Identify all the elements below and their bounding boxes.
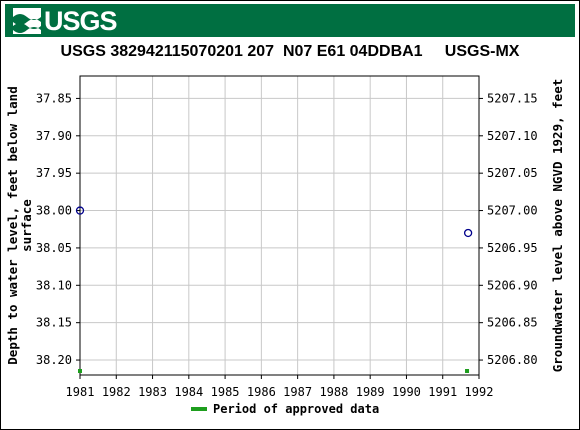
y-right-tick-label: 5206.95 xyxy=(487,241,538,255)
y-left-tick-label: 37.85 xyxy=(36,91,72,105)
y-right-tick-label: 5207.10 xyxy=(487,129,538,143)
x-tick-label: 1983 xyxy=(138,385,167,399)
y-right-tick-label: 5207.00 xyxy=(487,204,538,218)
legend: Period of approved data xyxy=(191,402,379,416)
x-tick-label: 1989 xyxy=(356,385,385,399)
approved-period-marker xyxy=(465,369,470,373)
y-left-tick-label: 38.10 xyxy=(36,278,72,292)
y-left-axis-label: Depth to water level, feet below landsur… xyxy=(5,86,34,364)
legend-label-approved: Period of approved data xyxy=(213,402,380,416)
x-tick-label: 1991 xyxy=(428,385,457,399)
y-left-axis-label-line: Depth to water level, feet below land xyxy=(5,86,20,364)
legend-swatch-approved xyxy=(191,407,207,411)
plot-area xyxy=(80,76,479,375)
plot-border xyxy=(79,75,480,376)
x-tick-label: 1990 xyxy=(392,385,421,399)
x-tick-label: 1984 xyxy=(174,385,203,399)
y-left-tick-label: 38.15 xyxy=(36,316,72,330)
y-right-tick-label: 5207.15 xyxy=(487,91,538,105)
x-tick-label: 1986 xyxy=(247,385,276,399)
y-left-tick-label: 37.90 xyxy=(36,129,72,143)
y-right-tick-label: 5206.90 xyxy=(487,278,538,292)
data-point xyxy=(75,206,85,215)
usgs-header-bar: USGS xyxy=(5,4,575,37)
y-left-tick-label: 38.00 xyxy=(36,204,72,218)
usgs-logo-text: USGS xyxy=(44,5,118,36)
usgs-wave-icon xyxy=(13,8,41,34)
y-right-tick-label: 5206.85 xyxy=(487,316,538,330)
x-tick-label: 1988 xyxy=(319,385,348,399)
usgs-logo[interactable]: USGS xyxy=(13,5,118,36)
approved-period-marker xyxy=(78,369,82,373)
data-point xyxy=(463,228,473,238)
y-right-tick-label: 5206.80 xyxy=(487,353,538,367)
x-tick-label: 1981 xyxy=(66,385,95,399)
x-tick-label: 1992 xyxy=(465,385,494,399)
x-tick-label: 1985 xyxy=(211,385,240,399)
y-left-tick-label: 37.95 xyxy=(36,166,72,180)
x-tick-label: 1982 xyxy=(102,385,131,399)
chart-title: USGS 382942115070201 207 N07 E61 04DDBA1… xyxy=(60,43,520,60)
y-right-tick-label: 5207.05 xyxy=(487,166,538,180)
x-tick-label: 1987 xyxy=(283,385,312,399)
y-left-axis-label-line: surface xyxy=(19,199,34,252)
y-left-tick-label: 38.20 xyxy=(36,353,72,367)
y-left-tick-label: 38.05 xyxy=(36,241,72,255)
y-right-axis-label: Groundwater level above NGVD 1929, feet xyxy=(550,79,565,373)
